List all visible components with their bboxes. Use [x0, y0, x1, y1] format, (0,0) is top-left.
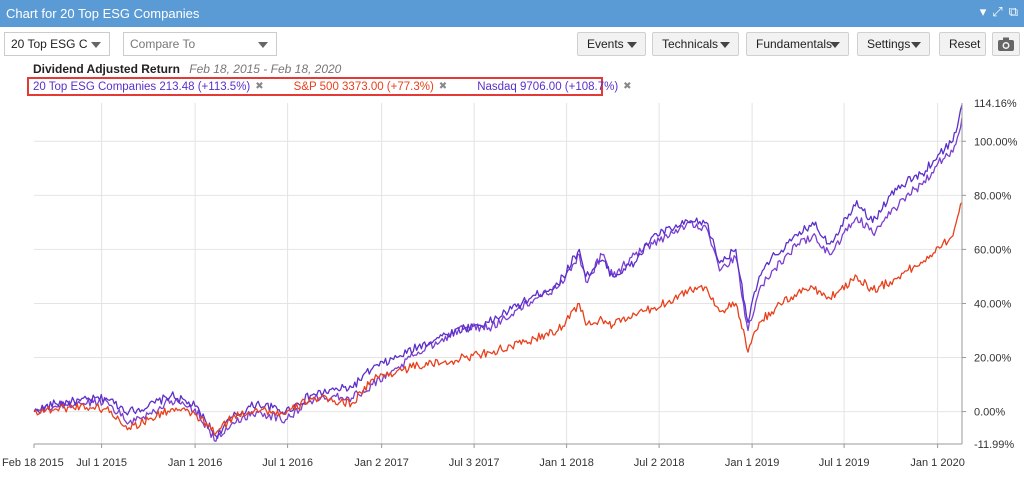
chevron-down-icon [91, 42, 101, 48]
chart-toolbar: 20 Top ESG C Compare To Events Technical… [0, 32, 1024, 58]
legend-item-esg: 20 Top ESG Companies 213.48 (+113.5%) ✖ [33, 81, 264, 93]
x-tick-label: Jan 2 2017 [354, 457, 408, 469]
camera-icon [998, 37, 1014, 51]
fundamentals-button[interactable]: Fundamentals [746, 32, 849, 56]
legend-label-sp500: S&P 500 3373.00 (+77.3%) [293, 80, 434, 93]
remove-series-icon[interactable]: ✖ [623, 81, 632, 92]
symbol-select[interactable]: 20 Top ESG C [4, 32, 110, 56]
y-tick-label: 60.00% [974, 244, 1012, 256]
popout-icon[interactable]: ⧉ [1008, 4, 1018, 19]
y-tick-label: 40.00% [974, 298, 1012, 310]
settings-button[interactable]: Settings [857, 32, 930, 56]
legend-label-esg: 20 Top ESG Companies 213.48 (+113.5%) [33, 80, 251, 93]
chevron-down-icon [258, 42, 268, 48]
x-tick-label: Jul 3 2017 [449, 457, 500, 469]
legend-label-nasdaq: Nasdaq 9706.00 (+108.7%) [477, 80, 619, 93]
chart-axes: Feb 18 2015 Jul 1 2015 Jan 1 2016 Jul 1 201… [2, 98, 1018, 469]
chevron-down-icon [720, 42, 730, 48]
y-tick-label: 80.00% [974, 190, 1012, 202]
events-button[interactable]: Events [577, 32, 646, 56]
x-tick-label: Jan 1 2018 [539, 457, 593, 469]
x-tick-label: Feb 18 2015 [2, 457, 64, 469]
symbol-select-value: 20 Top ESG C [11, 37, 88, 51]
chevron-down-icon [830, 42, 840, 48]
settings-label: Settings [867, 37, 911, 51]
chart-series [33, 104, 963, 442]
chart-subtitle: Dividend Adjusted Return Feb 18, 2015 - … [33, 62, 341, 76]
fundamentals-label: Fundamentals [756, 37, 833, 51]
chart-window-titlebar: Chart for 20 Top ESG Companies ▾ ⤢ ⧉ [0, 0, 1024, 27]
y-tick-label: 100.00% [974, 136, 1018, 148]
x-tick-label: Jul 2 2018 [634, 457, 685, 469]
remove-series-icon[interactable]: ✖ [438, 81, 448, 92]
chevron-down-icon [911, 42, 921, 48]
reset-label: Reset [949, 37, 981, 51]
chart-grid [34, 103, 962, 444]
technicals-label: Technicals [662, 37, 719, 51]
legend-item-sp500: S&P 500 3373.00 (+77.3%) ✖ [294, 81, 448, 93]
snapshot-button[interactable] [992, 32, 1020, 56]
x-tick-label: Jul 1 2019 [819, 457, 870, 469]
chart-legend: 20 Top ESG Companies 213.48 (+113.5%) ✖ … [27, 77, 632, 96]
y-extreme-label: 114.16% [974, 98, 1017, 110]
expand-icon[interactable]: ⤢ [992, 4, 1003, 19]
y-tick-label: 20.00% [974, 353, 1012, 365]
technicals-button[interactable]: Technicals [652, 32, 739, 56]
compare-to-placeholder: Compare To [130, 37, 196, 51]
series-line-20-top-esg-companies [33, 104, 963, 439]
x-tick-label: Jan 1 2016 [168, 457, 222, 469]
chart-date-range: Feb 18, 2015 - Feb 18, 2020 [189, 62, 342, 76]
y-tick-label: 0.00% [974, 407, 1005, 419]
reset-button[interactable]: Reset [939, 32, 986, 56]
series-line-s-p-500 [33, 202, 963, 436]
compare-to-select[interactable]: Compare To [123, 32, 277, 56]
x-tick-label: Jan 1 2020 [910, 457, 964, 469]
dropdown-icon[interactable]: ▾ [979, 4, 987, 19]
window-title: Chart for 20 Top ESG Companies [6, 6, 200, 21]
legend-item-nasdaq: Nasdaq 9706.00 (+108.7%) ✖ [477, 81, 631, 93]
x-tick-label: Jul 1 2016 [262, 457, 313, 469]
chart-subtitle-label: Dividend Adjusted Return [33, 62, 180, 76]
events-label: Events [587, 37, 624, 51]
remove-series-icon[interactable]: ✖ [255, 81, 264, 92]
y-extreme-label: -11.99% [974, 439, 1014, 451]
window-controls: ▾ ⤢ ⧉ [980, 4, 1018, 20]
x-tick-label: Jul 1 2015 [76, 457, 127, 469]
chevron-down-icon [627, 42, 637, 48]
x-tick-label: Jan 1 2019 [725, 457, 779, 469]
